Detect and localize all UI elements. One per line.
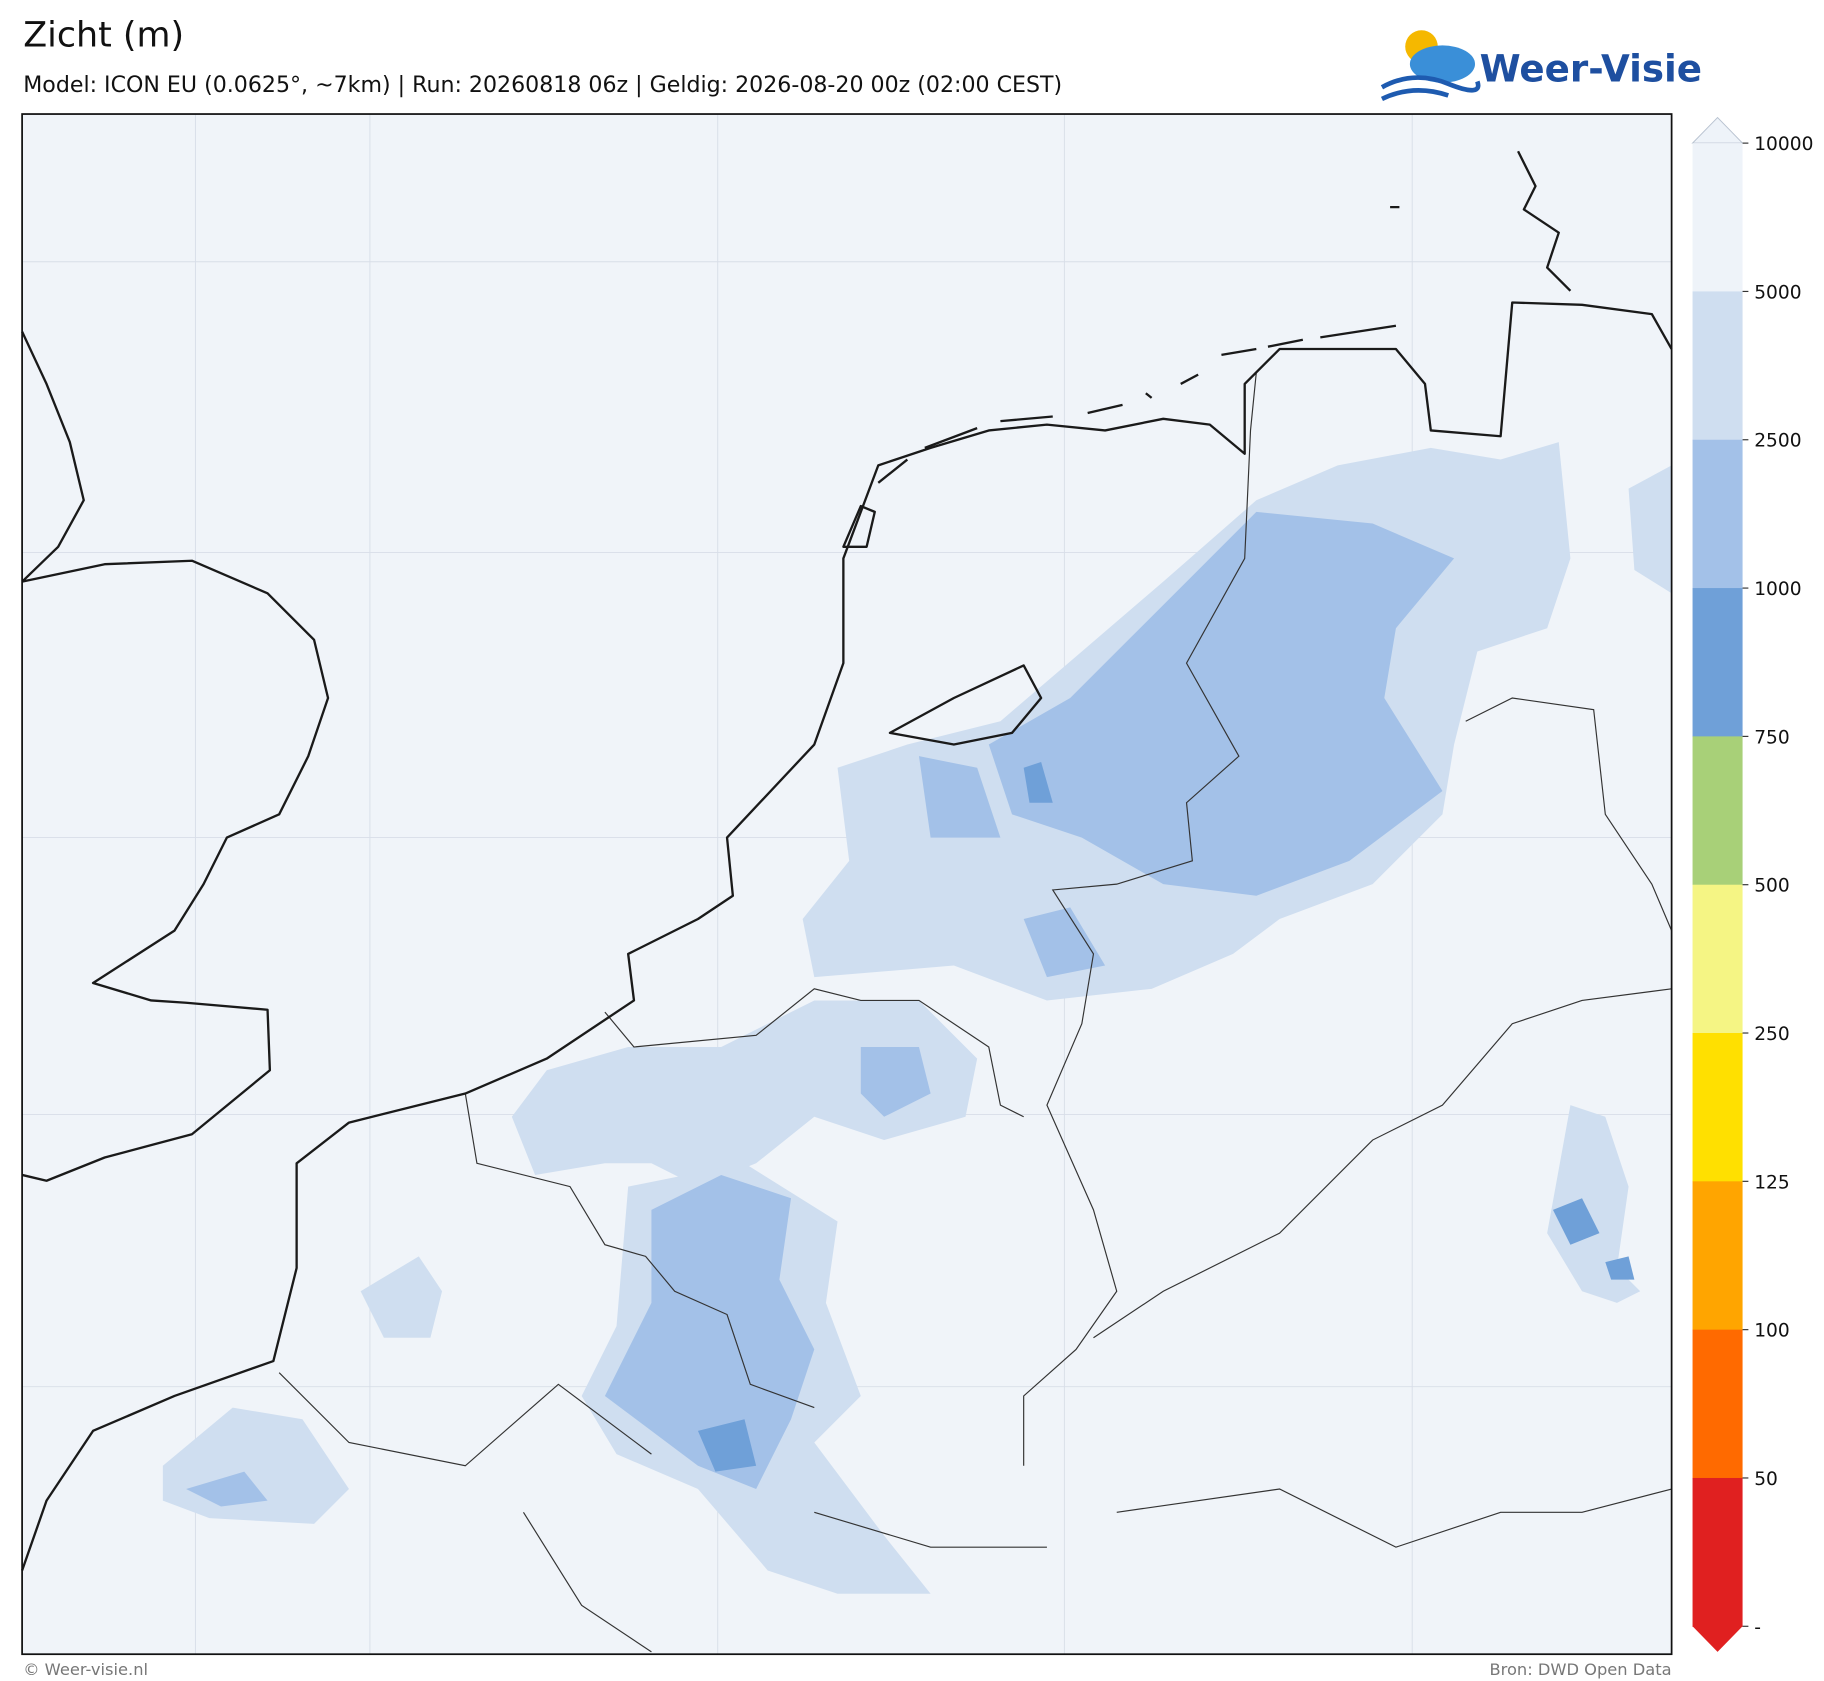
colorbar-tick-label: 2500 bbox=[1754, 431, 1801, 452]
logo-text: Weer-Visie bbox=[1480, 46, 1702, 90]
colorbar-tick-label: 1000 bbox=[1754, 579, 1801, 600]
visibility-area bbox=[1023, 761, 1053, 803]
colorbar-extend-bottom bbox=[1692, 1626, 1743, 1652]
visibility-area bbox=[1628, 465, 1672, 594]
visibility-area bbox=[988, 511, 1455, 896]
logo-cloud bbox=[1409, 45, 1476, 83]
colorbar-tick-label: - bbox=[1754, 1617, 1761, 1638]
visibility-area bbox=[186, 1471, 268, 1507]
colorbar-segment bbox=[1692, 736, 1743, 886]
colorbar-segment bbox=[1692, 291, 1743, 441]
visibility-area bbox=[860, 1046, 931, 1117]
colorbar-tick-label: 250 bbox=[1754, 1024, 1790, 1045]
visibility-area bbox=[360, 1256, 443, 1338]
footer-right: Bron: DWD Open Data bbox=[1489, 1660, 1671, 1679]
border bbox=[1023, 372, 1257, 1466]
border bbox=[464, 1093, 815, 1409]
colorbar-tick-label: 5000 bbox=[1754, 282, 1801, 303]
logo: Weer-Visie bbox=[1380, 30, 1702, 102]
visibility-area bbox=[697, 1419, 757, 1472]
colorbar-tick-label: 500 bbox=[1754, 876, 1790, 897]
visibility-field bbox=[162, 442, 1672, 1594]
colorbar-segment bbox=[1692, 884, 1743, 1034]
visibility-area bbox=[604, 1174, 815, 1490]
map-frame bbox=[21, 113, 1673, 1656]
coastline bbox=[1390, 150, 1572, 292]
subtitle: Model: ICON EU (0.0625°, ~7km) | Run: 20… bbox=[23, 72, 1062, 98]
coastline bbox=[21, 331, 330, 1182]
colorbar-tick-label: 10000 bbox=[1754, 134, 1813, 155]
coastline bbox=[21, 301, 1673, 1571]
map bbox=[21, 113, 1673, 1656]
colorbar-segment bbox=[1692, 143, 1743, 293]
colorbar-tick-label: 125 bbox=[1754, 1172, 1790, 1193]
colorbar-segment bbox=[1692, 1033, 1743, 1182]
visibility-area bbox=[1605, 1256, 1635, 1280]
colorbar-segment bbox=[1692, 1181, 1743, 1331]
visibility-area bbox=[918, 756, 1001, 838]
colorbar-tick-label: 750 bbox=[1754, 727, 1790, 748]
border bbox=[604, 988, 1024, 1118]
coastline bbox=[888, 664, 1043, 746]
footer-left: © Weer-visie.nl bbox=[23, 1660, 148, 1679]
border bbox=[278, 1372, 1047, 1653]
coastline bbox=[842, 324, 1397, 548]
visibility-area bbox=[1547, 1105, 1641, 1303]
logo-wave bbox=[1380, 75, 1481, 102]
colorbar-segment bbox=[1692, 439, 1743, 589]
colorbar-segment bbox=[1692, 1329, 1743, 1479]
visibility-area bbox=[1023, 907, 1106, 978]
visibility-area bbox=[1552, 1198, 1600, 1245]
title: Zicht (m) bbox=[23, 16, 184, 56]
colorbar: 10000 5000 2500 1000 750 500 250 125 100 50 - bbox=[1691, 116, 1813, 1652]
colorbar-segment bbox=[1692, 1477, 1743, 1627]
colorbar-tick-label: 50 bbox=[1754, 1469, 1778, 1490]
colorbar-extend-top bbox=[1691, 116, 1744, 144]
border bbox=[1093, 697, 1673, 1548]
borders bbox=[278, 372, 1673, 1653]
colorbar-tick-label: 100 bbox=[1754, 1321, 1790, 1342]
coastlines bbox=[21, 150, 1673, 1571]
colorbar-segment bbox=[1692, 588, 1743, 737]
